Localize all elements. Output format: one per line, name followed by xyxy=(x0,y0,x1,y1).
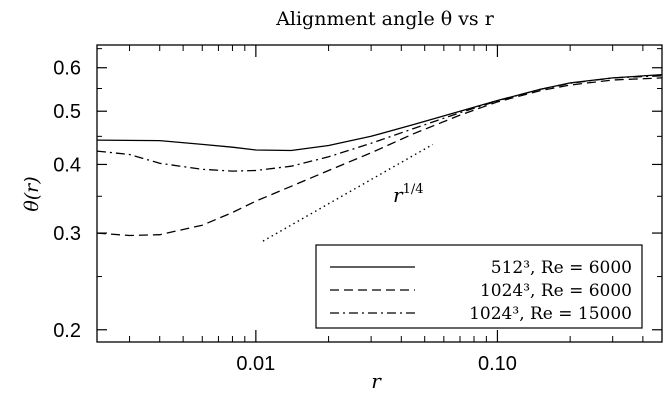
y-tick-label: 0.6 xyxy=(53,58,81,80)
series-line-3 xyxy=(96,75,663,172)
series-lines xyxy=(96,73,663,237)
reference-slope: r1/4 xyxy=(262,143,434,242)
x-tick-label: 0.01 xyxy=(236,353,275,375)
legend: 512³, Re = 6000 1024³, Re = 6000 1024³, Re… xyxy=(315,244,643,329)
y-tick-label: 0.3 xyxy=(53,223,81,245)
legend-label-2: 1024³, Re = 6000 xyxy=(480,281,632,301)
series-line-2 xyxy=(96,77,663,237)
legend-label-1: 512³, Re = 6000 xyxy=(491,258,632,278)
x-axis-label: r xyxy=(371,369,382,393)
y-axis-label: θ(r) xyxy=(21,176,43,211)
legend-label-3: 1024³, Re = 15000 xyxy=(469,304,632,324)
plot-border xyxy=(96,44,663,343)
reference-label: r1/4 xyxy=(393,182,423,207)
chart-title: Alignment angle θ vs r xyxy=(275,8,495,30)
reference-label-base: r xyxy=(393,183,404,207)
x-axis-ticks: 0.01 0.10 xyxy=(129,45,644,375)
legend-box xyxy=(315,244,643,329)
plot-frame xyxy=(96,44,663,343)
y-tick-label: 0.5 xyxy=(53,101,81,123)
series-line-1 xyxy=(96,73,663,152)
x-tick-label: 0.10 xyxy=(478,353,517,375)
y-tick-label: 0.4 xyxy=(53,154,81,176)
y-tick-label: 0.2 xyxy=(53,320,81,342)
reference-label-exponent: 1/4 xyxy=(403,182,424,197)
